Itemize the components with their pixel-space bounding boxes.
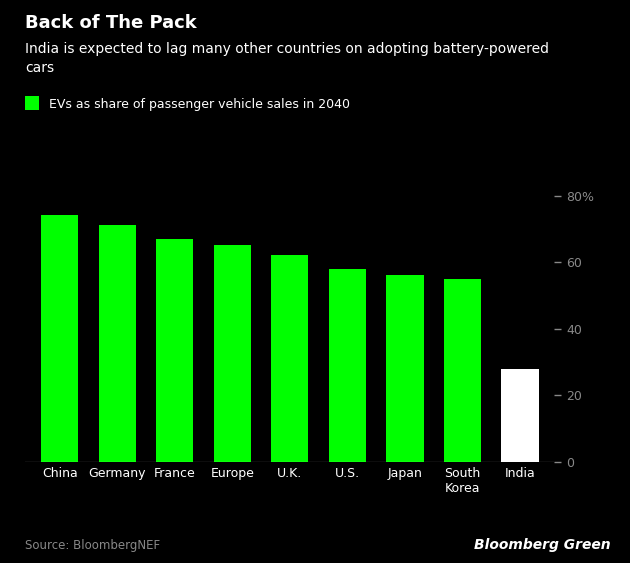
- Text: Bloomberg Green: Bloomberg Green: [474, 538, 611, 552]
- Bar: [444, 279, 481, 462]
- Bar: [271, 256, 309, 462]
- Text: Back of The Pack: Back of The Pack: [25, 14, 197, 32]
- Text: EVs as share of passenger vehicle sales in 2040: EVs as share of passenger vehicle sales …: [49, 97, 350, 111]
- Bar: [501, 369, 539, 462]
- Bar: [214, 245, 251, 462]
- Bar: [386, 275, 423, 462]
- Bar: [41, 216, 78, 462]
- Bar: [329, 269, 366, 462]
- Text: India is expected to lag many other countries on adopting battery-powered
cars: India is expected to lag many other coun…: [25, 42, 549, 75]
- Text: Source: BloombergNEF: Source: BloombergNEF: [25, 539, 160, 552]
- Bar: [156, 239, 193, 462]
- Bar: [98, 225, 136, 462]
